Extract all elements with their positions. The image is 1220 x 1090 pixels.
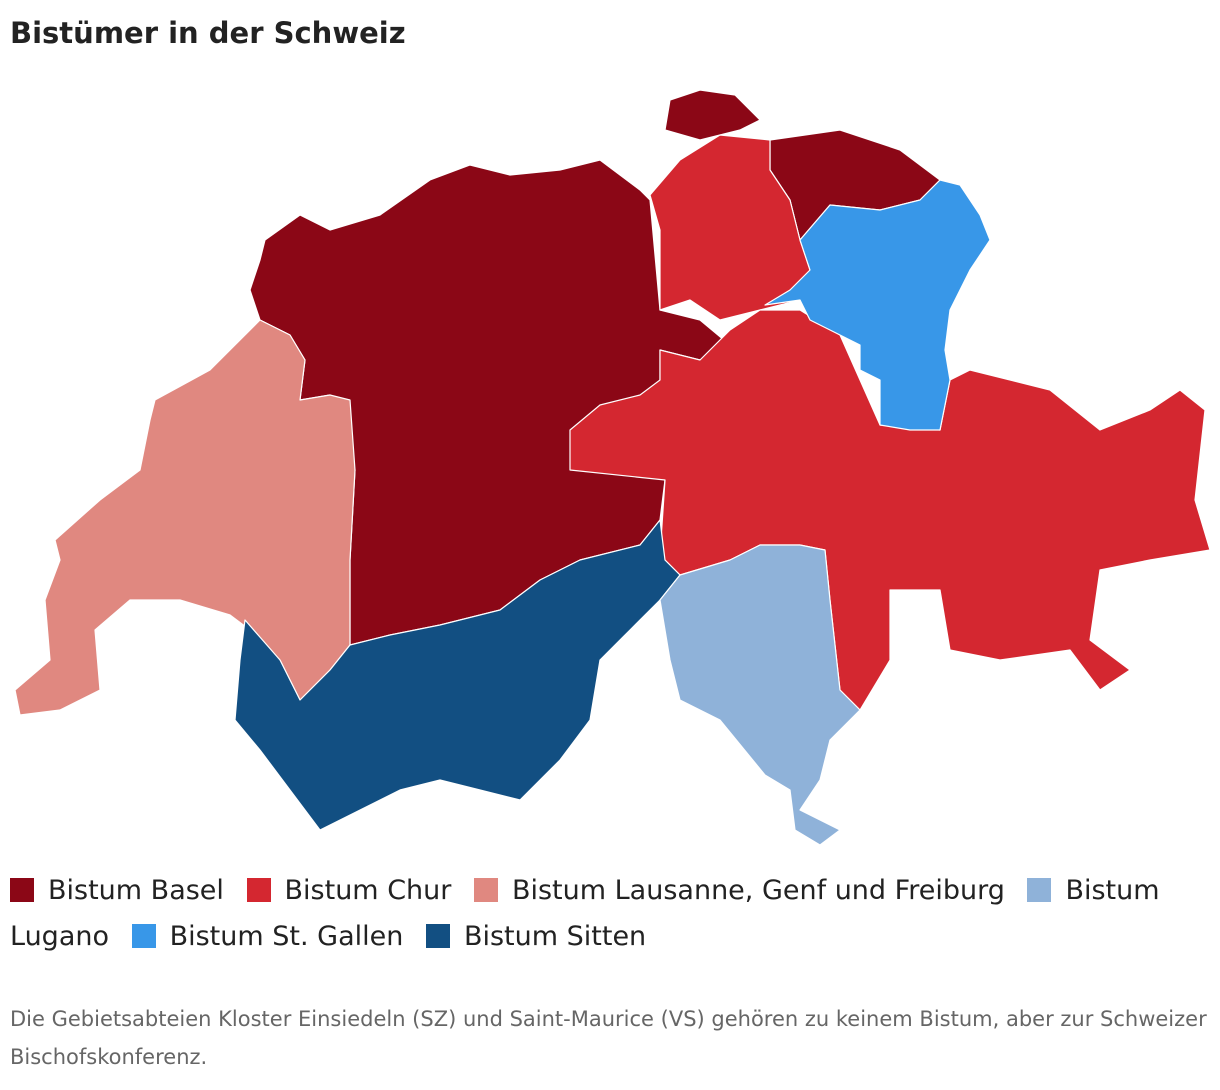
- legend: Bistum Basel Bistum Chur Bistum Lausanne…: [10, 868, 1190, 960]
- legend-item: Bistum Chur: [246, 875, 452, 906]
- legend-swatch: [10, 878, 34, 902]
- region-basel: [664, 89, 761, 141]
- legend-label: Bistum St. Gallen: [169, 921, 404, 952]
- legend-item: Bistum St. Gallen: [131, 921, 404, 952]
- legend-label: Bistum Lugano: [10, 875, 1160, 952]
- legend-label: Bistum Chur: [284, 875, 452, 906]
- footnote: Die Gebietsabteien Kloster Einsiedeln (S…: [10, 1007, 1207, 1069]
- map: [14, 89, 1211, 846]
- legend-label: Bistum Lausanne, Genf und Freiburg: [511, 875, 1005, 906]
- region-st-gallen: [764, 179, 991, 431]
- legend-item: Bistum Lugano: [10, 875, 1160, 952]
- legend-label: Bistum Sitten: [463, 921, 647, 952]
- legend-swatch: [425, 924, 450, 948]
- legend-swatch: [1027, 878, 1052, 902]
- legend-swatch: [131, 924, 156, 948]
- legend-item: Bistum Basel: [10, 875, 224, 906]
- region-sitten: [234, 519, 681, 831]
- legend-swatch: [473, 878, 498, 902]
- title: Bistümer in der Schweiz: [10, 16, 406, 50]
- legend-item: Bistum Sitten: [425, 921, 647, 952]
- legend-item: Bistum Lausanne, Genf und Freiburg: [473, 875, 1005, 906]
- legend-swatch: [246, 878, 271, 902]
- legend-label: Bistum Basel: [48, 875, 224, 906]
- region-lausanne: [14, 319, 356, 716]
- region-lugano: [659, 544, 861, 846]
